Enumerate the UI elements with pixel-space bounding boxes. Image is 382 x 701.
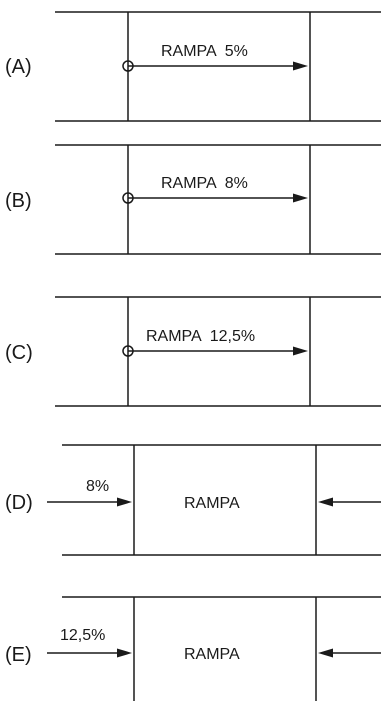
return-arrowhead — [318, 497, 333, 507]
ramp-arrowhead — [293, 193, 308, 203]
panel-c: (C) RAMPA 12,5% — [5, 296, 381, 407]
panel-b: (B) RAMPA 8% — [5, 144, 381, 255]
slope-arrowhead — [117, 497, 132, 507]
ramp-arrowhead — [293, 61, 308, 71]
panel-label: (C) — [5, 342, 33, 364]
ramp-label: RAMPA — [184, 646, 240, 663]
panel-label: (B) — [5, 190, 32, 212]
panel-d: (D) 8% RAMPA — [5, 444, 381, 556]
slope-label: 12,5% — [60, 627, 105, 644]
panel-label: (E) — [5, 644, 32, 666]
ramp-label: RAMPA — [184, 495, 240, 512]
slope-arrowhead — [117, 648, 132, 658]
slope-label: 8% — [86, 478, 109, 495]
panel-label: (A) — [5, 56, 32, 78]
ramp-arrowhead — [293, 346, 308, 356]
ramp-label: RAMPA 5% — [161, 43, 248, 60]
ramp-label: RAMPA 8% — [161, 175, 248, 192]
panel-a: (A) RAMPA 5% — [5, 11, 381, 122]
panel-label: (D) — [5, 492, 33, 514]
return-arrowhead — [318, 648, 333, 658]
panel-e: (E) 12,5% RAMPA — [5, 596, 381, 701]
ramp-label: RAMPA 12,5% — [146, 328, 255, 345]
